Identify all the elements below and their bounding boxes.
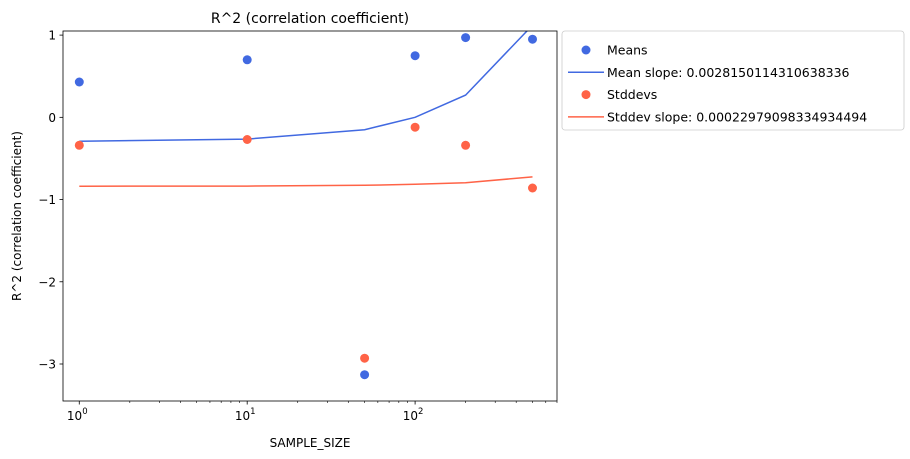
means-point-5 <box>528 34 537 44</box>
means-point-2 <box>360 370 370 380</box>
y-tick-label-3: −2 <box>38 275 56 289</box>
legend-label-0: Means <box>607 43 648 58</box>
x-tick-exponent-0: 0 <box>82 407 87 417</box>
stddevs-point-3 <box>410 122 420 132</box>
legend-label-2: Stddevs <box>607 87 657 102</box>
means-point-4 <box>461 33 471 43</box>
x-axis-label: SAMPLE_SIZE <box>270 436 351 450</box>
legend-frame <box>561 30 905 131</box>
x-tick-base-1: 10 <box>235 409 250 423</box>
legend: Means Mean slope: 0.0028150114310638336 St… <box>561 30 905 131</box>
x-tick-label-0: 100 <box>67 407 88 423</box>
legend-label-1: Mean slope: 0.0028150114310638336 <box>607 65 850 80</box>
x-tick-label-2: 102 <box>403 407 424 423</box>
legend-label-3: Stddev slope: 0.00022979098334934494 <box>607 109 867 124</box>
x-tick-exponent-2: 2 <box>418 407 423 417</box>
y-axis-label: R^2 (correlation coefficient) <box>10 131 24 301</box>
chart-title: R^2 (correlation coefficient) <box>211 11 409 27</box>
plot-series <box>74 31 537 380</box>
y-tick-label-0: 1 <box>48 29 56 43</box>
stddev-slope-line <box>79 176 533 187</box>
stddevs-point-0 <box>74 140 84 150</box>
means-point-1 <box>242 55 252 65</box>
legend-stddevs-marker <box>581 90 591 100</box>
stddevs-point-4 <box>461 140 471 150</box>
x-tick-label-1: 101 <box>235 407 256 423</box>
legend-means-marker <box>581 45 591 55</box>
means-point-0 <box>74 77 84 87</box>
x-tick-base-2: 10 <box>403 409 418 423</box>
stddevs-point-1 <box>242 135 252 144</box>
y-tick-label-1: 0 <box>48 111 56 125</box>
x-tick-exponent-1: 1 <box>250 407 255 417</box>
plot-frame <box>62 30 558 402</box>
means-point-3 <box>410 51 420 61</box>
y-tick-label-4: −3 <box>38 358 56 372</box>
x-tick-base-0: 10 <box>67 409 82 423</box>
stddevs-point-2 <box>360 353 370 363</box>
y-tick-label-2: −1 <box>38 193 56 207</box>
stddevs-point-5 <box>528 183 537 193</box>
mean-slope-line <box>79 31 528 142</box>
